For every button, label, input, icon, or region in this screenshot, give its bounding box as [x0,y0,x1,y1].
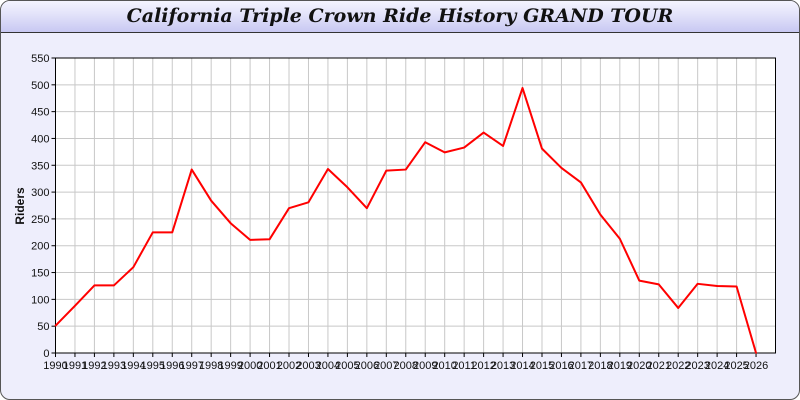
data-point [755,352,757,354]
data-point [307,201,310,204]
data-point [463,146,465,149]
series [54,87,758,354]
data-point [93,284,96,287]
y-tick-label: 150 [31,268,49,280]
x-tick-label: 2021 [647,360,671,372]
y-tick-label: 550 [31,53,49,65]
data-point [385,169,388,172]
x-tick-label: 2018 [588,360,612,372]
data-point [190,168,193,171]
data-point [657,283,660,286]
data-point [716,285,718,287]
y-tick-label: 50 [37,321,49,333]
x-tick-label: 2023 [685,360,709,372]
y-axis-label: Riders [13,187,27,225]
axes: 0501001502002503003504004505005501990199… [31,53,776,372]
x-tick-label: 2013 [491,360,515,372]
data-point [541,147,543,150]
x-tick-label: 2014 [510,360,534,372]
x-tick-label: 2019 [608,360,632,372]
data-point [424,141,427,144]
x-tick-label: 2000 [238,360,262,372]
x-tick-label: 2006 [355,360,379,372]
x-tick-label: 1991 [63,360,87,372]
data-point [599,213,602,216]
data-point [521,87,524,89]
y-tick-label: 200 [31,241,49,253]
x-tick-label: 2020 [627,360,651,372]
data-point [327,168,329,170]
data-point [677,307,680,309]
x-tick-label: 2022 [666,360,690,372]
x-tick-label: 1992 [82,360,106,372]
x-tick-label: 2002 [277,360,301,372]
data-point [638,279,641,282]
x-tick-label: 1994 [121,360,145,372]
data-point [696,283,699,285]
data-point [268,238,271,241]
data-point [502,145,504,147]
plot-area [55,57,776,354]
x-tick-label: 1999 [218,360,242,372]
x-tick-label: 2004 [316,360,340,372]
y-tick-label: 450 [31,107,49,119]
x-tick-label: 2008 [394,360,418,372]
data-point [132,266,135,268]
data-point [580,181,582,184]
data-point [210,199,212,202]
x-tick-label: 2025 [724,360,748,372]
x-tick-label: 2017 [569,360,593,372]
data-point [54,324,57,327]
y-tick-label: 350 [31,160,49,172]
x-tick-label: 1996 [160,360,184,372]
data-point [366,207,368,209]
x-tick-label: 1998 [199,360,223,372]
data-point [249,239,251,241]
x-tick-label: 2015 [530,360,554,372]
x-tick-label: 2016 [549,360,573,372]
x-tick-label: 2026 [744,360,768,372]
y-tick-label: 250 [31,214,49,226]
x-tick-label: 2007 [374,360,398,372]
data-point [482,131,485,134]
x-tick-label: 2009 [413,360,437,372]
y-tick-label: 300 [31,187,49,199]
y-tick-label: 500 [31,80,49,92]
x-tick-label: 2010 [432,360,456,372]
data-point [74,305,76,307]
data-point [113,284,115,287]
data-point [229,222,232,224]
data-point [288,207,290,209]
data-point [151,231,154,234]
data-point [735,285,738,288]
title-bar: California Triple Crown Ride History GRA… [1,1,799,33]
plot-border [55,57,776,354]
x-tick-label: 1997 [179,360,203,372]
data-point [346,186,349,189]
y-tick-label: 0 [43,348,49,360]
data-point [171,231,174,234]
x-tick-label: 2012 [471,360,495,372]
x-tick-label: 2003 [296,360,320,372]
x-tick-label: 2011 [452,360,476,372]
x-tick-label: 1990 [43,360,67,372]
data-point [404,168,407,171]
x-tick-label: 1995 [141,360,165,372]
y-tick-label: 400 [31,133,49,145]
chart-title: California Triple Crown Ride History GRA… [126,5,674,27]
y-tick-label: 100 [31,294,49,306]
x-tick-label: 1993 [102,360,126,372]
data-point [560,167,563,169]
data-point [619,237,621,240]
x-tick-label: 2005 [335,360,359,372]
x-tick-label: 2024 [705,360,729,372]
data-point [443,151,446,154]
x-tick-label: 2001 [257,360,281,372]
